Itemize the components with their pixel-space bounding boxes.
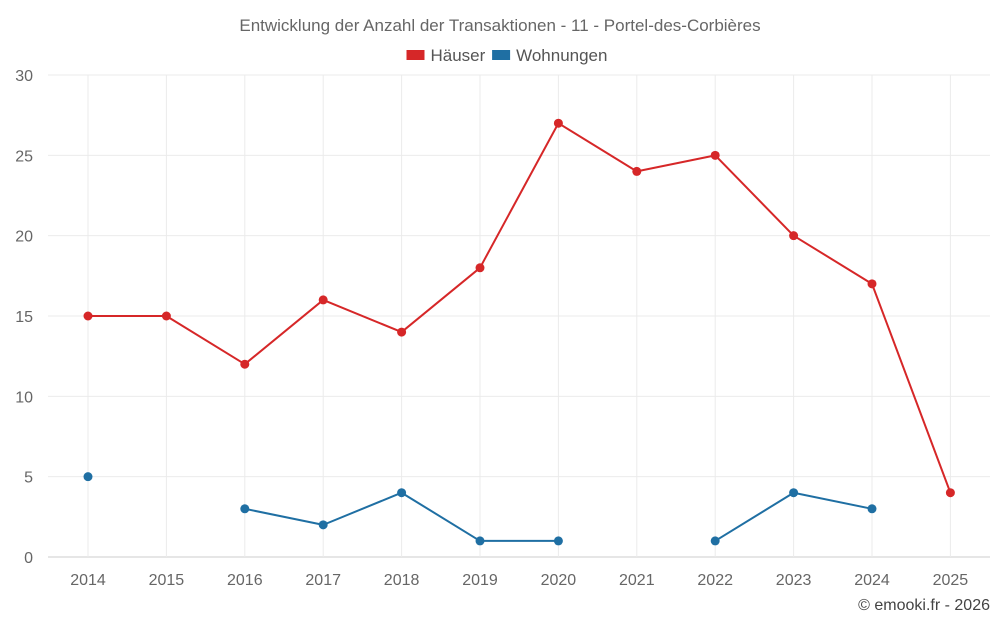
y-tick-label: 0: [24, 550, 33, 567]
x-tick-label: 2022: [697, 572, 733, 589]
data-point[interactable]: [161, 311, 171, 321]
series-line: [88, 122, 952, 494]
legend-label: Wohnungen: [516, 46, 607, 65]
x-tick-label: 2017: [305, 572, 341, 589]
y-tick-label: 25: [15, 148, 33, 165]
data-point[interactable]: [710, 536, 720, 546]
legend-label: Häuser: [431, 46, 486, 65]
data-point[interactable]: [397, 488, 407, 498]
x-tick-label: 2020: [541, 572, 577, 589]
data-point[interactable]: [240, 504, 250, 514]
legend: Häuser Wohnungen: [406, 46, 607, 65]
data-point[interactable]: [240, 359, 250, 369]
legend-item[interactable]: Wohnungen: [492, 46, 607, 65]
y-tick-label: 5: [24, 470, 33, 487]
series: [83, 118, 955, 546]
legend-swatch: [406, 50, 425, 60]
data-point[interactable]: [553, 118, 563, 128]
chart-title: Entwicklung der Anzahl der Transaktionen…: [239, 16, 760, 35]
data-point[interactable]: [83, 311, 93, 321]
data-point[interactable]: [318, 295, 328, 305]
data-point[interactable]: [789, 488, 799, 498]
x-tick-label: 2015: [149, 572, 185, 589]
y-tick-label: 15: [15, 309, 33, 326]
x-tick-label: 2014: [70, 572, 106, 589]
data-point[interactable]: [710, 150, 720, 160]
y-tick-label: 10: [15, 389, 33, 406]
x-tick-label: 2021: [619, 572, 655, 589]
x-tick-label: 2024: [854, 572, 890, 589]
data-point[interactable]: [475, 536, 485, 546]
data-point[interactable]: [867, 279, 877, 289]
grid: [48, 74, 990, 558]
data-point[interactable]: [789, 231, 799, 241]
data-point[interactable]: [475, 263, 485, 273]
x-axis-ticks: 2014 2015 2016 2017 2018 2019 2020 2021 2022 2023…: [70, 572, 968, 589]
data-point[interactable]: [867, 504, 877, 514]
x-tick-label: 2025: [933, 572, 969, 589]
y-tick-label: 30: [15, 68, 33, 85]
y-tick-label: 20: [15, 229, 33, 246]
data-point[interactable]: [318, 520, 328, 530]
data-point[interactable]: [397, 327, 407, 337]
x-tick-label: 2018: [384, 572, 420, 589]
legend-swatch: [492, 50, 511, 60]
series-0: [83, 118, 955, 498]
data-point[interactable]: [553, 536, 563, 546]
data-point[interactable]: [632, 166, 642, 176]
y-axis-ticks: 0 5 10 15 20 25 30: [15, 68, 33, 567]
x-tick-label: 2023: [776, 572, 812, 589]
data-point[interactable]: [83, 472, 93, 482]
legend-item[interactable]: Häuser: [406, 46, 486, 65]
x-tick-label: 2019: [462, 572, 498, 589]
x-tick-label: 2016: [227, 572, 263, 589]
credit-text: © emooki.fr - 2026: [858, 597, 990, 614]
series-1: [83, 472, 877, 546]
data-point[interactable]: [945, 488, 955, 498]
